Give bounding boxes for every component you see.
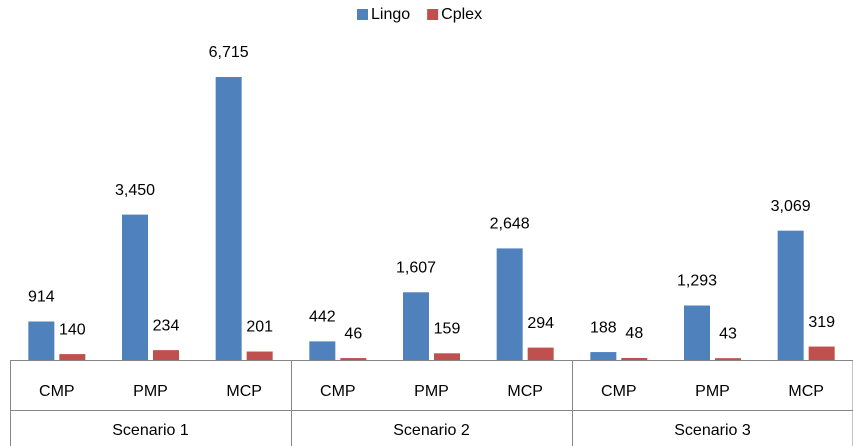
- data-label: 201: [246, 319, 273, 336]
- x-tick-label: MCP: [788, 383, 824, 400]
- data-label: 1,607: [396, 259, 436, 276]
- data-label: 140: [59, 321, 86, 338]
- x-tick-label: PMP: [695, 383, 730, 400]
- bar: [340, 358, 367, 360]
- legend-swatch: [357, 9, 368, 20]
- data-label: 294: [527, 315, 554, 332]
- bar: [309, 341, 336, 360]
- bar: [246, 351, 273, 360]
- bar: [777, 230, 804, 360]
- x-tick-label: CMP: [601, 383, 637, 400]
- data-label: 3,069: [771, 198, 811, 215]
- bar: [59, 354, 86, 360]
- bar: [808, 346, 835, 360]
- data-label: 234: [153, 317, 180, 334]
- x-tick-label: MCP: [507, 383, 543, 400]
- group-label: Scenario 3: [674, 422, 751, 439]
- data-label: 914: [28, 289, 55, 306]
- bar: [434, 353, 460, 360]
- data-label: 48: [625, 325, 643, 342]
- data-label: 43: [719, 325, 737, 342]
- data-label: 3,450: [115, 182, 155, 199]
- data-label: 159: [434, 321, 461, 338]
- x-tick-label: PMP: [133, 383, 168, 400]
- bar: [621, 357, 648, 360]
- data-label: 188: [590, 319, 617, 336]
- group-label: Scenario 1: [112, 422, 189, 439]
- data-label: 442: [309, 309, 336, 326]
- bar: [215, 77, 242, 360]
- bar: [684, 305, 710, 360]
- data-label: 6,715: [209, 44, 249, 61]
- data-label: 2,648: [490, 216, 530, 233]
- group-label: Scenario 2: [393, 422, 470, 439]
- data-label: 319: [808, 314, 835, 331]
- bar: [28, 321, 55, 360]
- x-tick-label: PMP: [414, 383, 449, 400]
- bar: [122, 214, 148, 360]
- bar: [403, 292, 429, 360]
- legend-label: Cplex: [441, 6, 482, 23]
- x-tick-label: MCP: [226, 383, 262, 400]
- bar: [590, 352, 617, 360]
- x-tick-label: CMP: [320, 383, 356, 400]
- x-tick-label: CMP: [39, 383, 75, 400]
- bar: [715, 358, 741, 360]
- bar: [527, 347, 554, 360]
- legend-swatch: [427, 9, 439, 20]
- data-label: 46: [344, 325, 362, 342]
- bar: [153, 350, 179, 360]
- data-label: 1,293: [677, 273, 717, 290]
- bar: [496, 248, 523, 360]
- legend-label: Lingo: [371, 6, 410, 23]
